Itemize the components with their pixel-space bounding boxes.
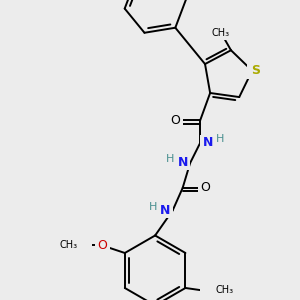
- FancyBboxPatch shape: [200, 284, 230, 297]
- FancyBboxPatch shape: [207, 26, 235, 40]
- Text: CH₃: CH₃: [215, 286, 234, 296]
- FancyBboxPatch shape: [247, 62, 265, 79]
- FancyBboxPatch shape: [175, 155, 190, 170]
- FancyBboxPatch shape: [62, 238, 92, 252]
- Text: H: H: [148, 202, 157, 212]
- Text: N: N: [177, 157, 188, 169]
- Text: O: O: [98, 239, 107, 252]
- FancyBboxPatch shape: [198, 181, 213, 196]
- FancyBboxPatch shape: [95, 238, 110, 253]
- FancyBboxPatch shape: [200, 136, 215, 151]
- Text: O: O: [170, 114, 180, 127]
- FancyBboxPatch shape: [158, 203, 172, 218]
- Text: H: H: [166, 154, 174, 164]
- Text: CH₃: CH₃: [59, 241, 77, 250]
- Text: N: N: [202, 136, 213, 149]
- Text: CH₃: CH₃: [212, 28, 230, 38]
- Text: N: N: [160, 204, 170, 217]
- Text: H: H: [216, 134, 224, 144]
- Text: O: O: [200, 182, 210, 194]
- FancyBboxPatch shape: [168, 113, 183, 128]
- Text: S: S: [251, 64, 260, 77]
